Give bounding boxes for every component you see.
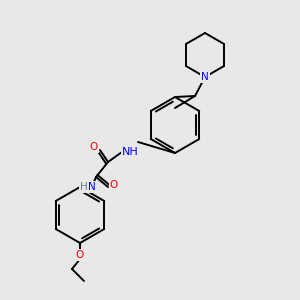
Text: NH: NH [122, 147, 138, 157]
Text: O: O [76, 250, 84, 260]
Text: N: N [201, 72, 209, 82]
Text: H: H [80, 182, 88, 192]
Text: O: O [110, 180, 118, 190]
Text: O: O [90, 142, 98, 152]
Text: N: N [88, 182, 96, 192]
